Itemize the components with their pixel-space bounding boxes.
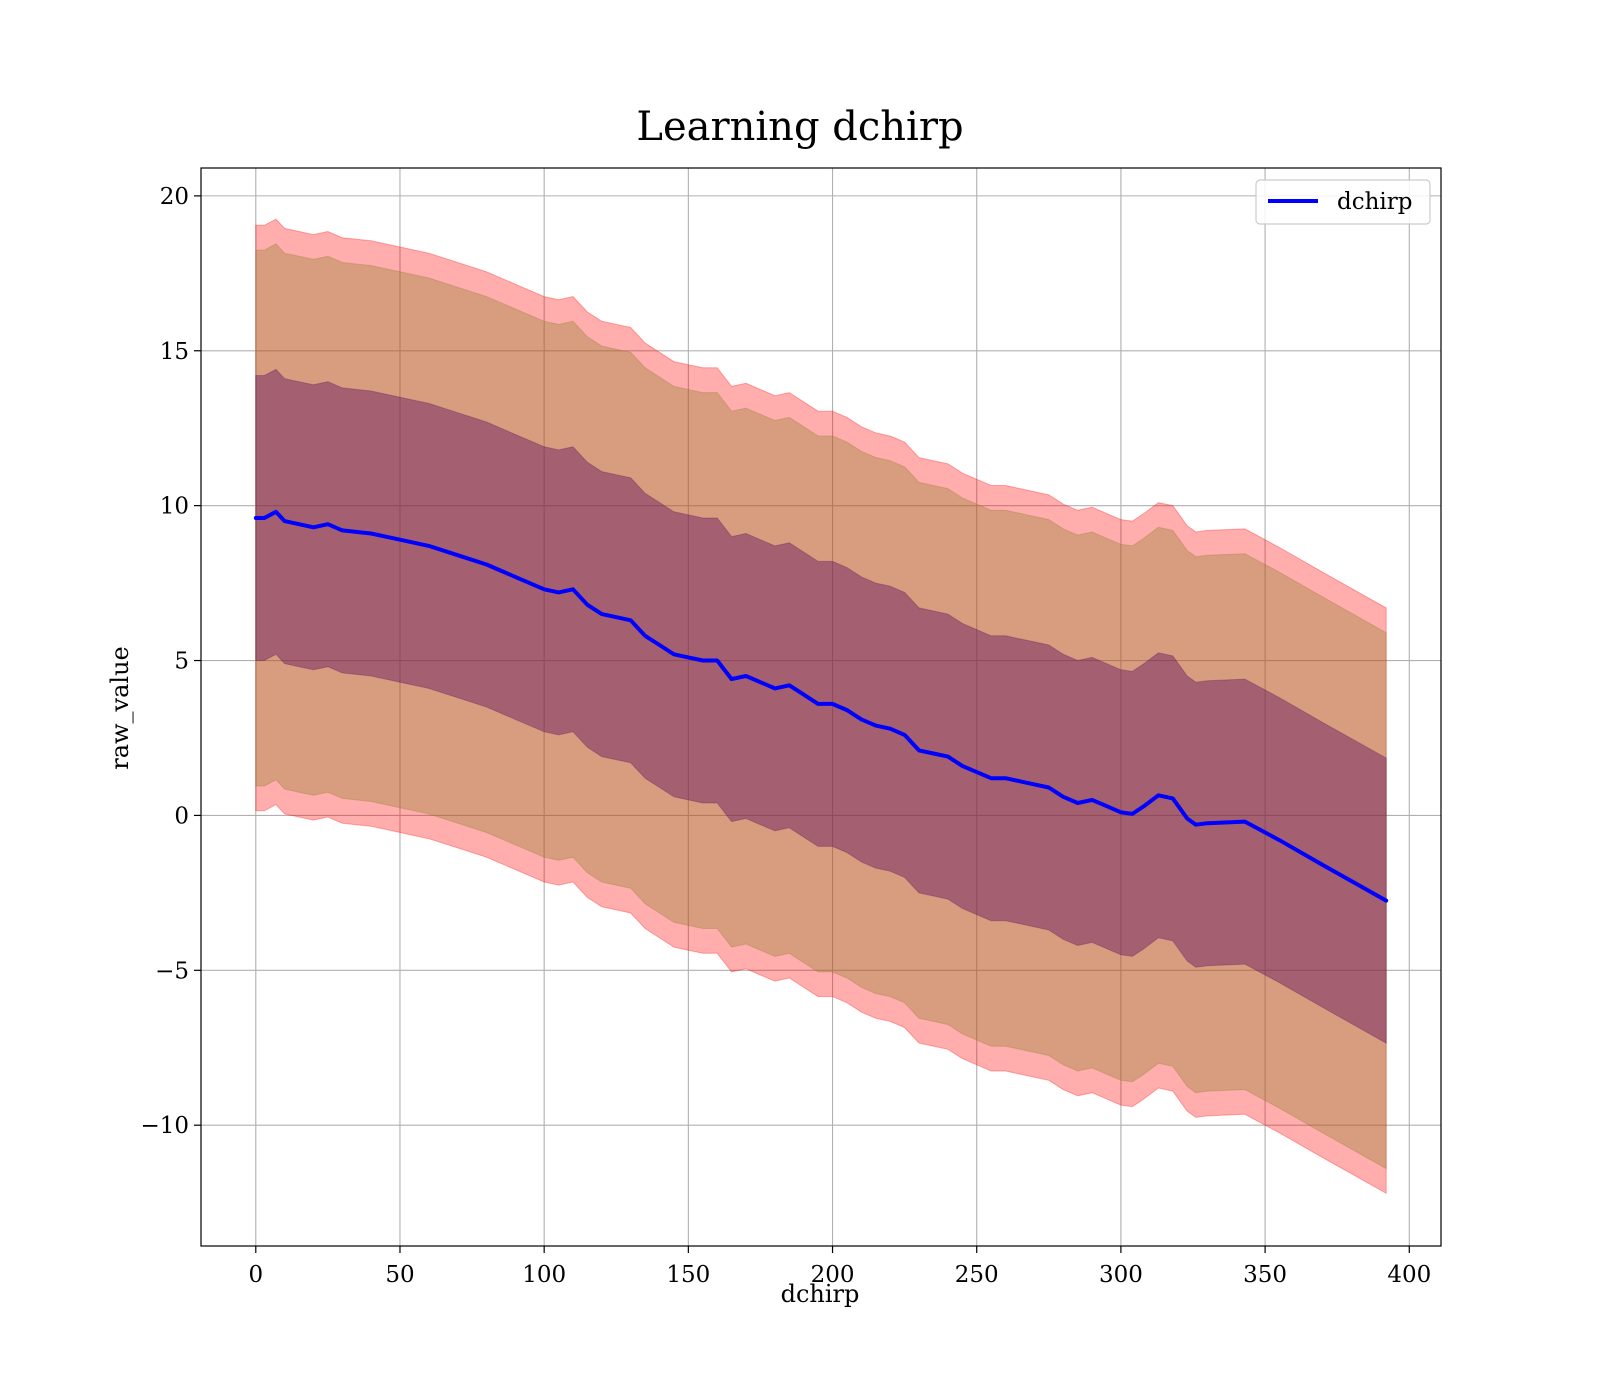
x-tick-label: 350 bbox=[1243, 1262, 1287, 1288]
band-outer bbox=[255, 218, 1387, 1195]
plot-frame bbox=[200, 167, 1442, 1247]
x-tick-label: 50 bbox=[385, 1262, 414, 1288]
x-tick-label: 0 bbox=[248, 1262, 263, 1288]
y-ticks: −10 −5 0 5 10 15 20 bbox=[140, 184, 201, 1139]
x-tick-label: 100 bbox=[522, 1262, 566, 1288]
y-tick-label: 20 bbox=[160, 184, 189, 210]
y-tick-label: 0 bbox=[174, 803, 189, 829]
series-lines bbox=[253, 509, 1389, 903]
legend-box bbox=[1255, 179, 1431, 225]
x-tick-label: 250 bbox=[955, 1262, 999, 1288]
x-ticks: 0 50 100 150 200 250 300 350 400 bbox=[248, 1246, 1431, 1288]
y-tick-label: −5 bbox=[155, 958, 189, 984]
band-middle bbox=[255, 243, 1387, 1170]
chart-title: Learning dchirp bbox=[636, 104, 963, 150]
confidence-bands bbox=[255, 218, 1387, 1195]
x-tick-label: 200 bbox=[811, 1262, 855, 1288]
band-inner bbox=[255, 368, 1387, 1044]
x-tick-label: 300 bbox=[1099, 1262, 1143, 1288]
legend-entry-dchirp: dchirp bbox=[1337, 189, 1413, 215]
y-tick-label: 10 bbox=[160, 494, 189, 520]
legend: dchirp bbox=[1255, 179, 1431, 225]
series-line-dchirp bbox=[253, 509, 1389, 903]
x-axis-label: dchirp bbox=[781, 1280, 860, 1308]
x-tick-label: 150 bbox=[666, 1262, 710, 1288]
y-tick-label: 5 bbox=[174, 649, 189, 675]
grid-lines bbox=[201, 168, 1441, 1246]
y-axis-label: raw_value bbox=[106, 646, 134, 770]
x-tick-label: 400 bbox=[1387, 1262, 1431, 1288]
y-tick-label: −10 bbox=[140, 1113, 189, 1139]
y-tick-label: 15 bbox=[160, 339, 189, 365]
